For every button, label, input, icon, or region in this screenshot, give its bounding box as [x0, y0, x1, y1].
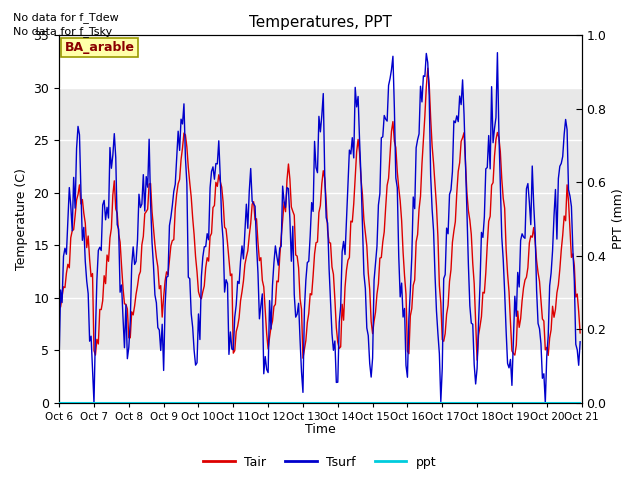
Text: BA_arable: BA_arable	[65, 41, 134, 54]
X-axis label: Time: Time	[305, 423, 336, 436]
Title: Temperatures, PPT: Temperatures, PPT	[249, 15, 392, 30]
Bar	[59, 88, 582, 350]
Y-axis label: Temperature (C): Temperature (C)	[15, 168, 28, 270]
Y-axis label: PPT (mm): PPT (mm)	[612, 189, 625, 250]
Text: No data for f_Tsky: No data for f_Tsky	[13, 26, 112, 37]
Text: No data for f_Tdew: No data for f_Tdew	[13, 12, 118, 23]
Legend: Tair, Tsurf, ppt: Tair, Tsurf, ppt	[198, 451, 442, 474]
